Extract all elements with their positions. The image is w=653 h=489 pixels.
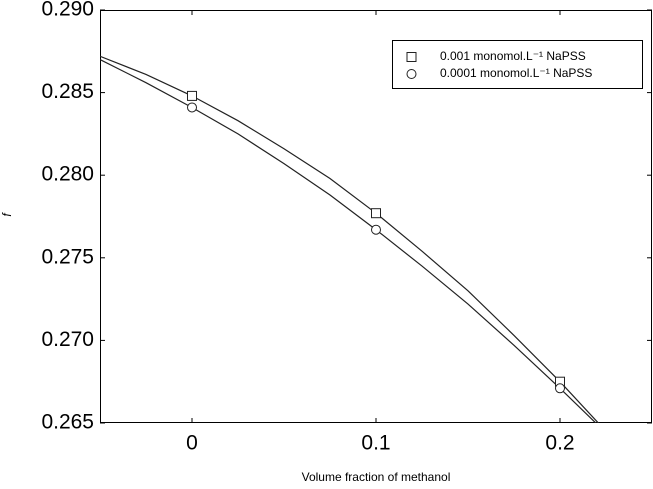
legend-label: 0.0001 monomol.L⁻¹ NaPSS	[440, 66, 592, 80]
x-tick-label: 0.2	[545, 432, 574, 455]
x-tick-label: 0	[186, 432, 198, 455]
legend-label: 0.001 monomol.L⁻¹ NaPSS	[440, 49, 586, 63]
legend-item: 0.0001 monomol.L⁻¹ NaPSS	[406, 66, 592, 80]
legend-item: 0.001 monomol.L⁻¹ NaPSS	[406, 49, 586, 63]
marker-square	[187, 90, 197, 101]
legend-marker	[406, 69, 417, 79]
legend-marker	[406, 52, 417, 62]
fit-curve	[100, 55, 600, 423]
y-tick-label: 0.270	[41, 328, 94, 351]
y-tick-label: 0.280	[41, 163, 94, 186]
marker-circle	[555, 383, 565, 394]
fit-curve	[100, 59, 597, 423]
y-tick-label: 0.290	[41, 0, 94, 21]
marker-circle	[187, 102, 197, 113]
y-tick-label: 0.275	[41, 245, 94, 268]
y-tick-label: 0.285	[41, 80, 94, 103]
marker-circle	[371, 224, 381, 235]
y-axis-label: f	[0, 212, 14, 217]
x-tick-label: 0.1	[361, 432, 390, 455]
legend: 0.001 monomol.L⁻¹ NaPSS 0.0001 monomol.L⁻…	[392, 40, 643, 89]
y-tick-label: 0.265	[41, 411, 94, 434]
plot-area	[100, 55, 600, 423]
legend-box	[392, 40, 643, 89]
x-axis-label: Volume fraction of methanol	[302, 470, 451, 484]
marker-square	[371, 208, 381, 219]
